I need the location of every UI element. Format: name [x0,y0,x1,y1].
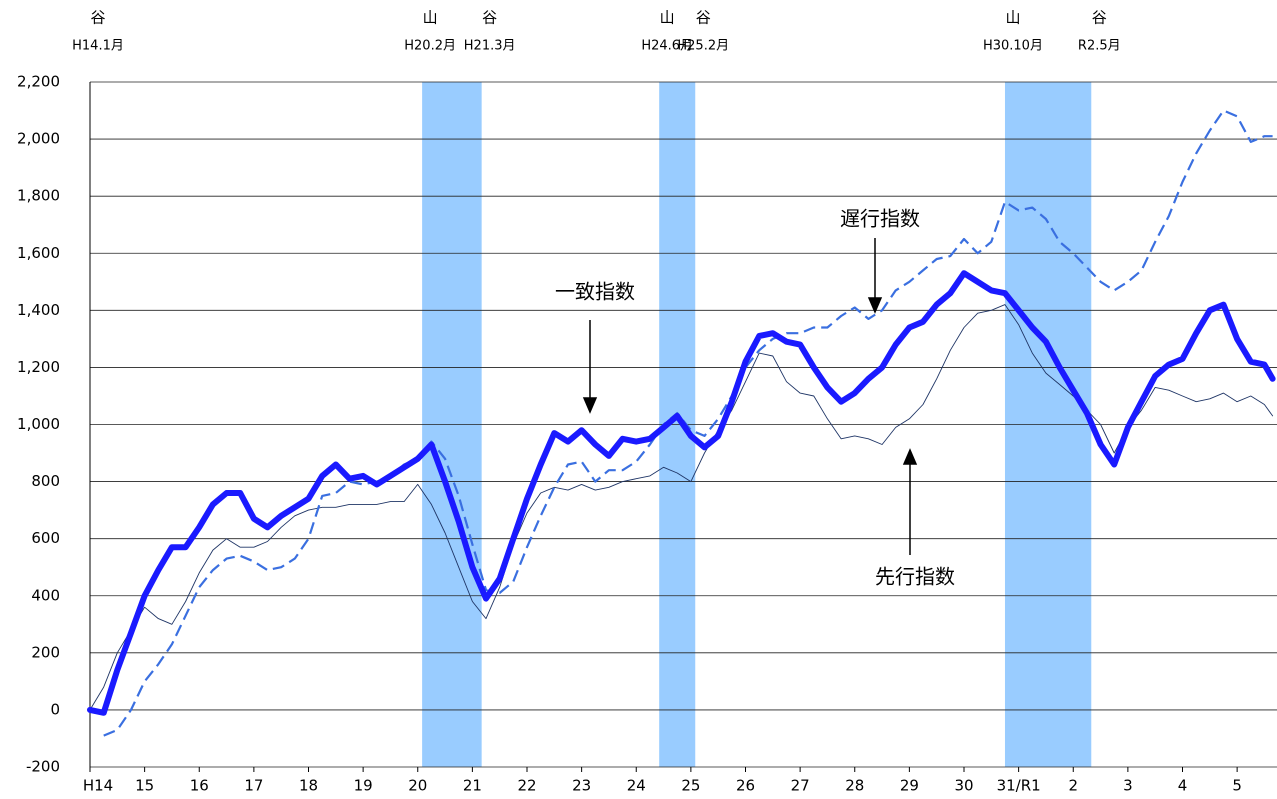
x-tick-label: 23 [572,777,591,795]
arrowhead [902,448,918,465]
x-tick-label: 30 [954,777,973,795]
x-tick-label: 15 [135,777,154,795]
annotation-arrows [582,238,918,555]
x-tick-label: H14 [83,777,113,795]
y-tick-label: 600 [31,529,60,547]
series-label: 一致指数 [555,280,635,304]
y-tick-label: 400 [31,586,60,604]
x-tick-label: 4 [1178,777,1188,795]
x-tick-label: 21 [463,777,482,795]
x-tick-label: 22 [517,777,536,795]
turning-kind: 谷 [482,9,497,27]
turning-date: H30.10月 [983,39,1043,54]
turning-kind: 山 [660,9,675,27]
turning-kind: 谷 [90,9,105,27]
turning-kind: 谷 [1092,9,1107,27]
x-tick-label: 16 [190,777,209,795]
y-tick-label: -200 [26,758,60,776]
turning-date: H25.2月 [677,39,729,54]
x-tick-label: 26 [736,777,755,795]
turning-date: H20.2月 [404,39,456,54]
y-tick-label: 0 [50,700,60,718]
y-tick-label: 800 [31,472,60,490]
series-label: 遅行指数 [840,207,920,231]
y-tick-label: 1,000 [17,415,60,433]
series-line [87,270,1276,716]
y-tick-label: 1,600 [17,244,60,262]
x-tick-label: 18 [299,777,318,795]
x-tick-label: 2 [1068,777,1078,795]
x-tick-label: 28 [845,777,864,795]
series-line [103,109,1273,737]
y-tick-label: 1,800 [17,187,60,205]
x-tick-label: 20 [408,777,427,795]
turning-date: R2.5月 [1078,39,1121,54]
arrowhead [867,297,883,314]
grid [89,81,1277,772]
x-tick-label: 19 [354,777,373,795]
turning-date: H21.3月 [464,39,516,54]
turning-kind: 山 [1005,9,1020,27]
lines [87,109,1276,737]
x-tick-label: 27 [791,777,810,795]
x-tick-label: 24 [627,777,646,795]
y-tick-label: 1,200 [17,358,60,376]
turning-date: H14.1月 [72,39,124,54]
series-label: 先行指数 [875,565,955,589]
y-tick-label: 1,400 [17,301,60,319]
x-tick-label: 3 [1123,777,1133,795]
y-tick-label: 200 [31,643,60,661]
turning-kind: 山 [423,9,438,27]
x-tick-label: 17 [244,777,263,795]
x-tick-label: 31/R1 [997,777,1041,795]
y-tick-label: 2,000 [17,130,60,148]
x-tick-label: 29 [900,777,919,795]
turning-kind: 谷 [696,9,711,27]
x-tick-label: 25 [681,777,700,795]
turning-date: H24.6月 [641,39,693,54]
arrowhead [582,397,598,414]
y-tick-label: 2,200 [17,73,60,91]
x-tick-label: 5 [1232,777,1242,795]
